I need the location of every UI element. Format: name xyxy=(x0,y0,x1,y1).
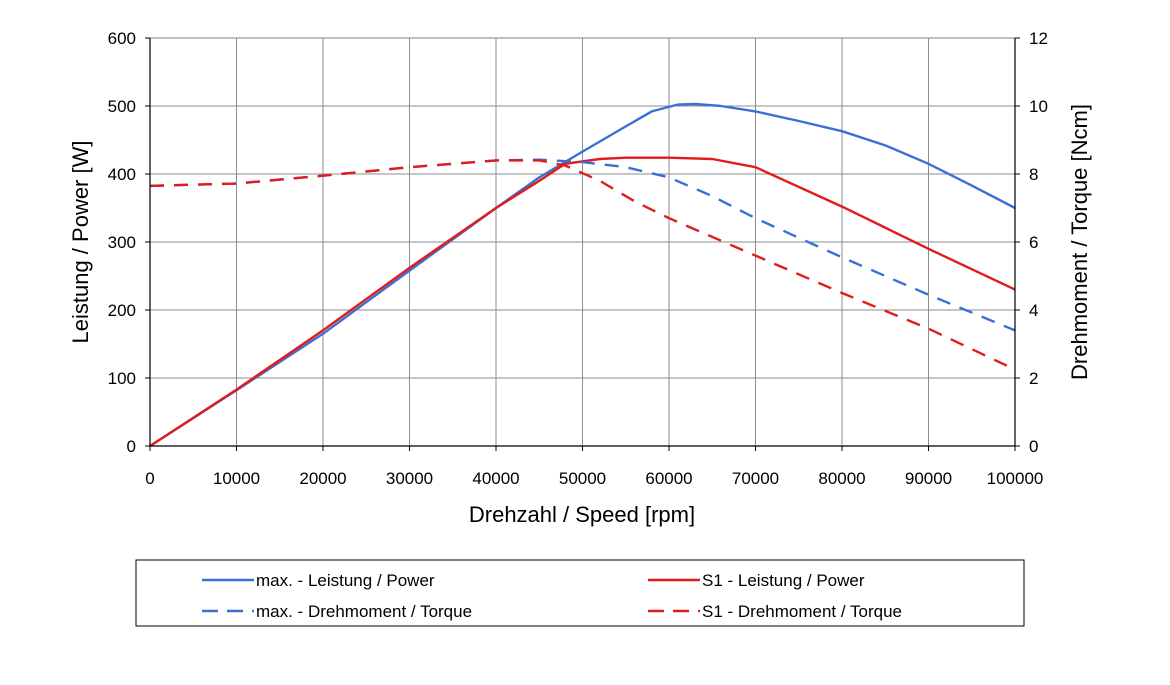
legend-label-3: S1 - Drehmoment / Torque xyxy=(702,602,902,621)
x-axis-title: Drehzahl / Speed [rpm] xyxy=(469,502,695,527)
x-tick-label: 10000 xyxy=(213,469,260,488)
legend-label-1: S1 - Leistung / Power xyxy=(702,571,865,590)
y-left-tick-label: 0 xyxy=(127,437,136,456)
series-line-1 xyxy=(149,156,1016,448)
y-left-tick-label: 200 xyxy=(108,301,136,320)
x-tick-label: 70000 xyxy=(732,469,779,488)
y-right-tick-label: 12 xyxy=(1029,29,1048,48)
x-tick-label: 50000 xyxy=(559,469,606,488)
y-right-tick-label: 10 xyxy=(1029,97,1048,116)
legend-label-2: max. - Drehmoment / Torque xyxy=(256,602,472,621)
y-right-tick-label: 4 xyxy=(1029,301,1038,320)
x-tick-label: 30000 xyxy=(386,469,433,488)
y-left-tick-label: 300 xyxy=(108,233,136,252)
series-line-2 xyxy=(149,158,1016,332)
y-axis-right-title: Drehmoment / Torque [Ncm] xyxy=(1067,104,1092,380)
y-left-tick-label: 500 xyxy=(108,97,136,116)
x-tick-label: 90000 xyxy=(905,469,952,488)
x-tick-label: 20000 xyxy=(299,469,346,488)
y-left-tick-label: 100 xyxy=(108,369,136,388)
y-right-tick-label: 8 xyxy=(1029,165,1038,184)
x-tick-label: 60000 xyxy=(645,469,692,488)
legend-box xyxy=(135,559,1025,627)
y-axis-left-title: Leistung / Power [W] xyxy=(68,141,93,344)
series-line-0 xyxy=(149,102,1016,448)
y-right-tick-label: 6 xyxy=(1029,233,1038,252)
series-line-3 xyxy=(149,159,1016,371)
series-lines xyxy=(149,102,1016,448)
x-tick-label: 0 xyxy=(145,469,154,488)
grid-lines xyxy=(149,37,1016,447)
y-left-tick-label: 600 xyxy=(108,29,136,48)
x-tick-label: 80000 xyxy=(818,469,865,488)
x-tick-label: 100000 xyxy=(987,469,1044,488)
legend-label-0: max. - Leistung / Power xyxy=(256,571,435,590)
y-right-tick-label: 2 xyxy=(1029,369,1038,388)
y-left-tick-label: 400 xyxy=(108,165,136,184)
axes xyxy=(145,37,1020,451)
legend: max. - Leistung / Power S1 - Leistung / P… xyxy=(135,559,1025,627)
tick-labels: 0 10000 20000 30000 40000 50000 60000 70000 8000… xyxy=(108,29,1048,488)
y-right-tick-label: 0 xyxy=(1029,437,1038,456)
x-tick-label: 40000 xyxy=(472,469,519,488)
